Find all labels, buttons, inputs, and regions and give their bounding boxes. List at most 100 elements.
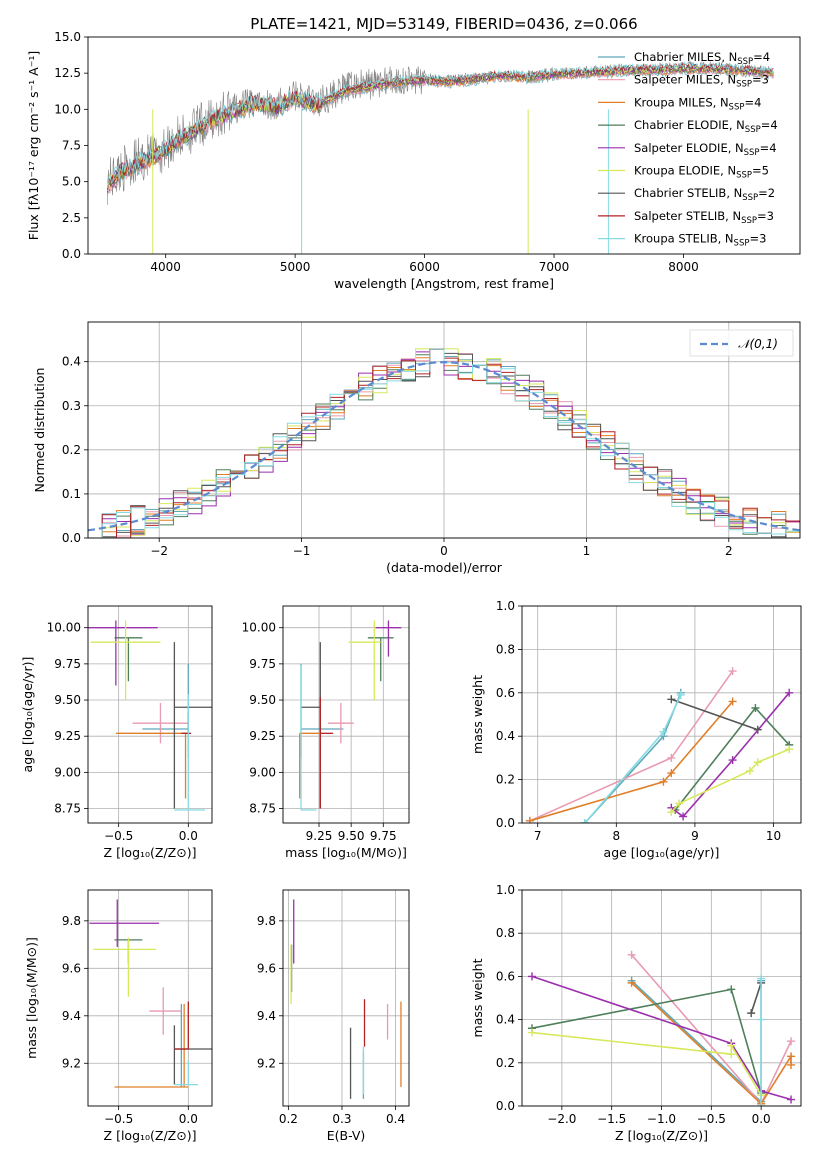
y-tick-label: 15.0 bbox=[54, 30, 81, 44]
x-tick-label: −2 bbox=[150, 544, 168, 558]
y-tick-label: 8.75 bbox=[249, 802, 276, 816]
plot-area bbox=[290, 899, 402, 1099]
legend-value: =4 bbox=[744, 95, 761, 109]
y-tick-label: 5.0 bbox=[62, 175, 81, 189]
ticks: 4000 5000 6000 7000 8000 0.0 2.5 5.0 7.5 10.0 12.5… bbox=[54, 30, 698, 274]
legend-value: =3 bbox=[749, 232, 766, 246]
y-tick-label: 9.25 bbox=[54, 729, 81, 743]
weight-marker-salpeter-elodie bbox=[728, 756, 737, 765]
weight-marker-salpeter-miles bbox=[787, 1037, 796, 1046]
y-tick-label: 10.0 bbox=[54, 102, 81, 116]
weight-marker-kroupa-elodie bbox=[727, 1050, 736, 1059]
legend-entry: Kroupa MILES, NSSP=4 bbox=[634, 95, 761, 112]
y-tick-label: 9.00 bbox=[249, 765, 276, 779]
y-tick-label: 0.4 bbox=[62, 355, 81, 369]
y-tick-label: 0.2 bbox=[496, 773, 515, 787]
grid-lines bbox=[283, 606, 409, 823]
x-axis-label: wavelength [Angstrom, rest frame] bbox=[334, 276, 554, 291]
axes-frame bbox=[87, 889, 213, 1107]
mass-vs-ebv-panel: 0.2 0.3 0.4 9.2 9.4 9.6 9.8 E(B-V) bbox=[257, 889, 410, 1143]
legend-entry: Salpeter STELIB, NSSP=3 bbox=[634, 209, 774, 226]
axes-frame bbox=[282, 889, 410, 1107]
y-axis-label: mass [log₁₀(M/M⊙)] bbox=[24, 937, 39, 1059]
grid-lines bbox=[283, 890, 409, 1106]
weight-marker-salpeter-elodie bbox=[679, 812, 688, 821]
axes-frame bbox=[87, 605, 213, 824]
y-tick-label: 9.50 bbox=[249, 693, 276, 707]
y-tick-label: 9.6 bbox=[62, 961, 81, 975]
weight-marker-kroupa-miles bbox=[787, 1052, 796, 1061]
weight-marker-kroupa-miles bbox=[627, 978, 636, 987]
axes-frame bbox=[521, 889, 802, 1107]
legend-subscript: SSP bbox=[737, 57, 753, 67]
legend-value: =2 bbox=[758, 186, 775, 200]
x-axis-label: Z [log₁₀(Z/Z⊙)] bbox=[615, 1128, 708, 1143]
x-tick-label: −1.5 bbox=[597, 1112, 626, 1126]
model-line-kroupa-stelib bbox=[107, 61, 774, 189]
x-tick-label: −0.5 bbox=[104, 829, 133, 843]
x-tick-label: 0.0 bbox=[179, 829, 198, 843]
ticks: −0.5 0.0 8.75 9.00 9.25 9.50 9.75 10.00 bbox=[47, 621, 198, 843]
y-tick-label: 9.2 bbox=[257, 1056, 276, 1070]
y-tick-label: 9.4 bbox=[257, 1009, 276, 1023]
y-tick-label: 9.75 bbox=[249, 657, 276, 671]
x-tick-label: 1 bbox=[583, 544, 591, 558]
legend-subscript: SSP bbox=[734, 239, 750, 249]
y-tick-label: 1.0 bbox=[496, 599, 515, 613]
legend-subscript: SSP bbox=[744, 148, 760, 158]
weight-marker-kroupa-elodie bbox=[753, 758, 762, 767]
y-tick-label: 0.0 bbox=[62, 247, 81, 261]
x-tick-label: 9 bbox=[691, 829, 699, 843]
y-tick-label: 9.8 bbox=[62, 914, 81, 928]
y-tick-label: 2.5 bbox=[62, 211, 81, 225]
x-tick-label: 9.50 bbox=[338, 829, 365, 843]
weight-line-salpeter-elodie bbox=[670, 692, 790, 818]
spectrum-panel: 4000 5000 6000 7000 8000 0.0 2.5 5.0 7.5 10.0 12.5… bbox=[26, 30, 801, 291]
x-axis-label: mass [log₁₀(M/M⊙)] bbox=[285, 845, 407, 860]
x-tick-label: 0.4 bbox=[386, 1112, 405, 1126]
x-tick-label: −2.0 bbox=[547, 1112, 576, 1126]
legend-entry: 𝒩(0,1) bbox=[738, 337, 778, 351]
y-tick-label: 0.6 bbox=[496, 686, 515, 700]
legend-subscript: SSP bbox=[745, 125, 761, 135]
legend-entry: Kroupa ELODIE, NSSP=5 bbox=[634, 164, 769, 181]
plot-area bbox=[525, 667, 794, 823]
y-tick-label: 0.0 bbox=[496, 1099, 515, 1113]
weight-marker-salpeter-elodie bbox=[787, 1095, 796, 1104]
weight-marker-chabrier-stelib bbox=[747, 1009, 756, 1018]
grid-lines bbox=[88, 890, 212, 1106]
weight-line-salpeter-elodie bbox=[531, 975, 792, 1101]
x-tick-label: 0.3 bbox=[332, 1112, 351, 1126]
legend-entry: Chabrier MILES, NSSP=4 bbox=[634, 50, 770, 67]
weight-marker-chabrier-elodie bbox=[727, 985, 736, 994]
weight-line-chabrier-stelib bbox=[671, 698, 759, 731]
legend-value: =3 bbox=[757, 209, 774, 223]
weight-marker-kroupa-stelib bbox=[757, 1015, 766, 1024]
x-tick-label: 0.0 bbox=[179, 1112, 198, 1126]
mass-weight-vs-metallicity-panel: −2.0 −1.5 −1.0 −0.5 0.0 0.0 0.2 0.4 0.6 0.8 1.0 Z [… bbox=[470, 883, 802, 1143]
axes-frame bbox=[87, 36, 801, 255]
x-tick-label: 10 bbox=[766, 829, 781, 843]
plot-area bbox=[89, 899, 212, 1088]
y-tick-label: 0.0 bbox=[62, 531, 81, 545]
weight-marker-kroupa-stelib bbox=[580, 819, 589, 823]
x-tick-label: 4000 bbox=[150, 260, 181, 274]
legend-value: =4 bbox=[760, 141, 777, 155]
weight-line-salpeter-miles bbox=[529, 670, 734, 822]
axes-frame bbox=[521, 605, 802, 824]
histogram-step-kroupa-stelib bbox=[88, 348, 800, 538]
y-axis-label: age [log₁₀(age/yr)] bbox=[20, 657, 35, 773]
plot-area bbox=[107, 60, 774, 254]
x-tick-label: −1.0 bbox=[647, 1112, 676, 1126]
legend-value: =4 bbox=[761, 118, 778, 132]
x-tick-label: −1 bbox=[293, 544, 311, 558]
weight-line-kroupa-elodie bbox=[670, 748, 790, 813]
weight-marker-kroupa-miles bbox=[667, 769, 676, 778]
weight-marker-kroupa-stelib bbox=[757, 1102, 766, 1106]
weight-line-kroupa-elodie bbox=[531, 1031, 762, 1096]
age-vs-mass-panel: 9.25 9.50 9.75 8.75 9.00 9.25 9.50 9.75 10.00 mas… bbox=[242, 605, 410, 860]
weight-line-kroupa-miles bbox=[631, 982, 792, 1106]
plot-area bbox=[88, 329, 800, 538]
weight-marker-salpeter-elodie bbox=[527, 972, 536, 981]
